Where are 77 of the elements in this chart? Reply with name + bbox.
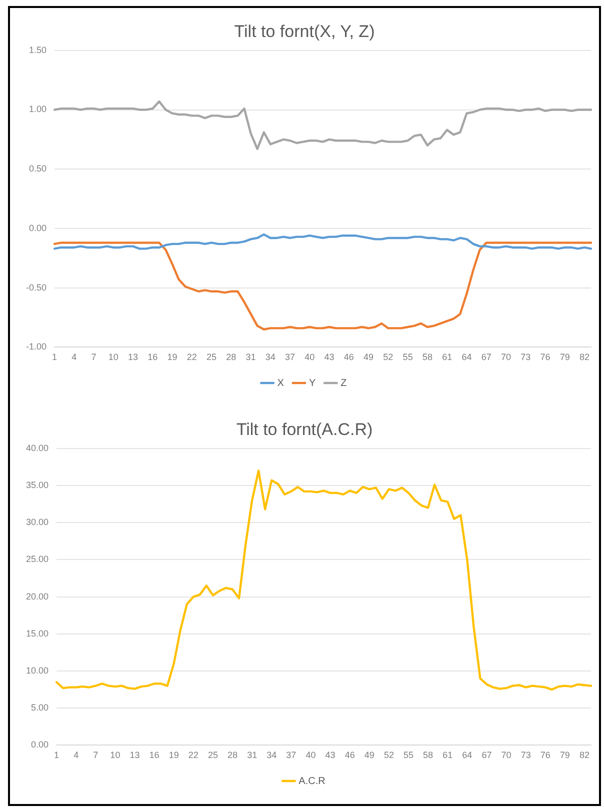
x-tick-label: 22 bbox=[188, 750, 198, 760]
legend-label: Y bbox=[308, 378, 316, 389]
legend-label: A.C.R bbox=[298, 776, 326, 787]
x-tick-label: 25 bbox=[208, 750, 218, 760]
x-tick-label: 64 bbox=[462, 750, 472, 760]
y-tick-label: 0.00 bbox=[30, 740, 49, 750]
x-tick-label: 19 bbox=[167, 352, 178, 362]
x-tick-label: 46 bbox=[344, 750, 355, 760]
x-tick-label: 10 bbox=[108, 352, 118, 362]
legend-label: X bbox=[277, 378, 284, 389]
x-tick-label: 28 bbox=[226, 352, 236, 362]
x-tick-label: 7 bbox=[93, 750, 98, 760]
x-tick-label: 46 bbox=[344, 352, 354, 362]
y-tick-label: 0.00 bbox=[28, 222, 47, 233]
x-tick-label: 79 bbox=[560, 750, 570, 760]
x-tick-label: 22 bbox=[186, 352, 197, 362]
y-tick-label: 0.50 bbox=[28, 164, 47, 174]
x-tick-label: 37 bbox=[286, 750, 296, 760]
x-tick-label: 76 bbox=[540, 352, 550, 362]
x-tick-label: 58 bbox=[422, 352, 432, 362]
x-tick-label: 19 bbox=[168, 750, 179, 760]
x-tick-label: 67 bbox=[482, 750, 492, 760]
x-tick-label: 61 bbox=[442, 750, 453, 760]
x-tick-label: 16 bbox=[149, 750, 160, 760]
x-tick-label: 55 bbox=[402, 352, 413, 362]
x-tick-label: 7 bbox=[91, 352, 96, 362]
chart-title: Tilt to fornt(A.C.R) bbox=[236, 420, 373, 439]
chart-title: Tilt to fornt(X, Y, Z) bbox=[234, 22, 375, 41]
x-tick-label: 25 bbox=[206, 352, 217, 362]
x-tick-label: 13 bbox=[128, 352, 138, 362]
y-tick-label: 30.00 bbox=[26, 517, 49, 528]
x-tick-label: 49 bbox=[364, 750, 374, 760]
x-tick-label: 10 bbox=[110, 750, 120, 760]
y-tick-label: 35.00 bbox=[26, 480, 49, 490]
y-tick-label: -0.50 bbox=[26, 282, 47, 292]
x-tick-label: 4 bbox=[74, 750, 79, 760]
x-tick-label: 52 bbox=[384, 750, 394, 760]
x-tick-label: 34 bbox=[265, 352, 276, 362]
x-tick-label: 58 bbox=[423, 750, 434, 760]
x-tick-label: 82 bbox=[579, 750, 590, 760]
x-tick-label: 73 bbox=[520, 750, 531, 760]
y-tick-label: 10.00 bbox=[26, 665, 49, 676]
x-tick-label: 55 bbox=[403, 750, 414, 760]
y-tick-label: 1.50 bbox=[28, 44, 47, 55]
x-tick-label: 31 bbox=[247, 750, 258, 760]
x-tick-label: 76 bbox=[540, 750, 550, 760]
x-tick-label: 73 bbox=[520, 352, 531, 362]
x-tick-label: 4 bbox=[72, 352, 77, 362]
x-tick-label: 67 bbox=[481, 352, 492, 362]
y-tick-label: 25.00 bbox=[26, 554, 49, 564]
y-tick-label: 15.00 bbox=[26, 628, 49, 638]
x-tick-label: 70 bbox=[500, 352, 511, 362]
x-tick-label: 49 bbox=[364, 352, 374, 362]
x-tick-label: 70 bbox=[501, 750, 512, 760]
legend-label: Z bbox=[340, 378, 347, 389]
x-tick-label: 16 bbox=[148, 352, 158, 362]
y-tick-label: 1.00 bbox=[28, 104, 47, 114]
x-tick-label: 52 bbox=[383, 352, 394, 362]
y-tick-label: 5.00 bbox=[30, 702, 49, 713]
x-tick-label: 37 bbox=[285, 352, 296, 362]
x-tick-label: 1 bbox=[54, 750, 60, 760]
x-tick-label: 40 bbox=[304, 352, 315, 362]
x-tick-label: 40 bbox=[306, 750, 316, 760]
y-tick-label: 40.00 bbox=[26, 442, 49, 453]
x-tick-label: 43 bbox=[324, 352, 334, 362]
x-tick-label: 13 bbox=[130, 750, 140, 760]
x-tick-label: 31 bbox=[246, 352, 256, 362]
x-tick-label: 28 bbox=[228, 750, 238, 760]
x-tick-label: 82 bbox=[579, 352, 590, 362]
x-tick-label: 1 bbox=[52, 352, 58, 362]
y-tick-label: 20.00 bbox=[26, 591, 49, 602]
x-tick-label: 43 bbox=[325, 750, 336, 760]
y-tick-label: -1.00 bbox=[26, 342, 47, 352]
x-tick-label: 61 bbox=[442, 352, 452, 362]
x-tick-label: 79 bbox=[560, 352, 570, 362]
x-tick-label: 64 bbox=[462, 352, 472, 362]
x-tick-label: 34 bbox=[266, 750, 277, 760]
